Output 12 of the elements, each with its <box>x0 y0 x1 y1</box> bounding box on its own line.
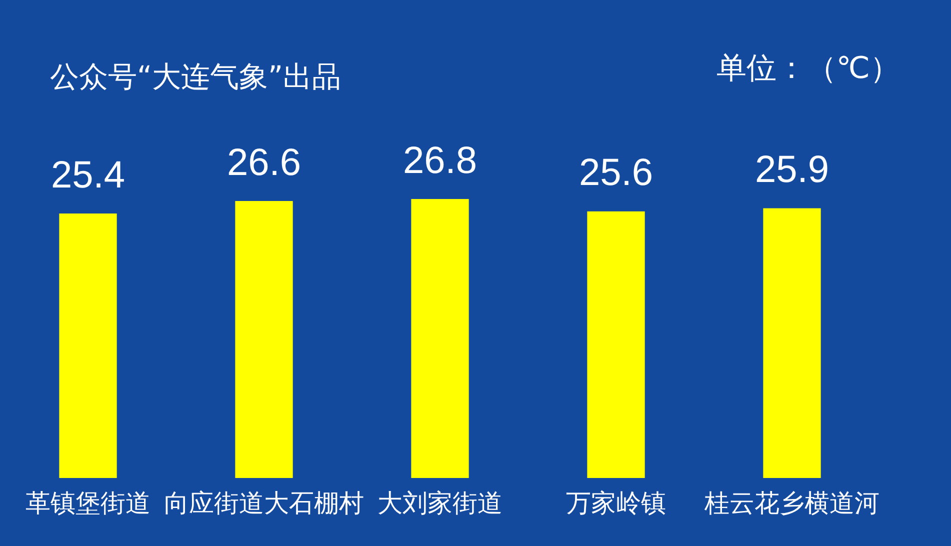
chart-title: 公众号“大连气象”出品 <box>50 60 342 94</box>
data-label: 25.6 <box>579 152 653 194</box>
x-tick-label: 桂云花乡横道河 <box>704 488 880 518</box>
x-tick-label: 万家岭镇 <box>566 488 666 518</box>
x-tick-label: 大刘家街道 <box>378 488 502 518</box>
text: 单位：（℃） <box>716 50 900 86</box>
data-label: 25.9 <box>755 149 829 192</box>
x-tick-label: 向应街道大石棚村 <box>164 488 364 518</box>
data-label: 26.6 <box>227 142 301 184</box>
data-label: 26.8 <box>403 140 477 182</box>
data-label: 25.4 <box>51 154 125 196</box>
x-tick-label: 革镇堡街道 <box>26 488 150 518</box>
